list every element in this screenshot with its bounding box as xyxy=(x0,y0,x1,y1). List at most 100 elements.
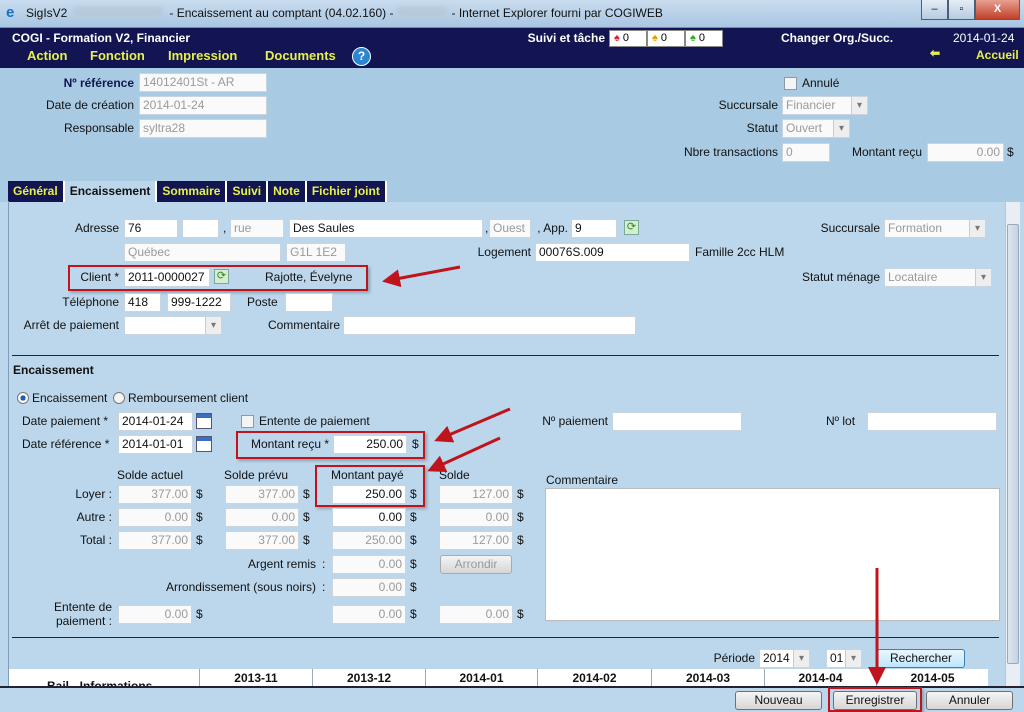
tel-field[interactable]: 999-1222 xyxy=(167,293,231,312)
row-label: Total : xyxy=(79,533,112,547)
city-field: Québec xyxy=(124,243,281,262)
menu-impression[interactable]: Impression xyxy=(168,48,238,63)
poste-field[interactable] xyxy=(285,293,333,312)
bell-icon: ♠ xyxy=(614,32,620,44)
enc-comment-textarea[interactable] xyxy=(545,488,1000,621)
vertical-scrollbar[interactable] xyxy=(1005,202,1020,686)
divider xyxy=(12,355,999,356)
save-button[interactable]: Enregistrer xyxy=(833,691,917,710)
comment-field[interactable] xyxy=(343,316,636,335)
civic-number-field[interactable]: 76 xyxy=(124,219,178,238)
annule-checkbox[interactable] xyxy=(784,77,797,90)
montant-recu-field[interactable]: 250.00 xyxy=(333,435,407,454)
refresh-icon[interactable]: ⟳ xyxy=(624,220,639,235)
calendar-icon[interactable] xyxy=(196,413,212,429)
minimize-button[interactable]: – xyxy=(921,0,948,20)
save-highlight xyxy=(828,687,922,712)
client-highlight xyxy=(68,265,368,291)
comment-label: Commentaire xyxy=(267,318,340,332)
tab-suivi[interactable]: Suivi xyxy=(227,181,269,202)
no-lot-field[interactable] xyxy=(867,412,997,431)
bell-orange[interactable]: ♠ 0 xyxy=(647,30,685,47)
currency: $ xyxy=(410,580,417,594)
currency: $ xyxy=(410,487,417,501)
client-name: Rajotte, Évelyne xyxy=(265,270,353,284)
year-select[interactable]: 2014 xyxy=(759,649,810,668)
amount-field[interactable]: 250.00 xyxy=(332,485,406,504)
amount-field[interactable]: 0.00 xyxy=(332,508,406,527)
civic-suffix-field[interactable] xyxy=(182,219,219,238)
search-button[interactable]: Rechercher xyxy=(877,649,965,668)
restore-button[interactable]: ▫ xyxy=(948,0,975,20)
street-field[interactable]: Des Saules xyxy=(289,219,483,238)
currency: $ xyxy=(410,557,417,571)
tab-encaissement[interactable]: Encaissement xyxy=(64,181,158,202)
menu-fonction[interactable]: Fonction xyxy=(90,48,145,63)
tab-sommaire[interactable]: Sommaire xyxy=(157,181,228,202)
header-date: 2014-01-24 xyxy=(953,31,1015,45)
back-arrow-icon[interactable]: ⬅ xyxy=(930,46,941,60)
client-id-field[interactable]: 2011-0000027 xyxy=(124,268,210,287)
no-pay-field[interactable] xyxy=(612,412,742,431)
cancel-button[interactable]: Annuler xyxy=(926,691,1013,710)
statut-select[interactable]: Ouvert xyxy=(782,119,850,138)
succ2-select[interactable]: Formation xyxy=(884,219,986,238)
logement-type: Famille 2cc HLM xyxy=(695,245,785,259)
arret-select[interactable] xyxy=(124,316,222,335)
arrond-field[interactable]: 0.00 xyxy=(332,578,406,597)
tab-fichier-joint[interactable]: Fichier joint xyxy=(306,181,387,202)
scrollbar-thumb[interactable] xyxy=(1007,224,1019,664)
bell-red[interactable]: ♠ 0 xyxy=(609,30,647,47)
date-ref-field[interactable]: 2014-01-01 xyxy=(118,435,193,454)
currency: $ xyxy=(410,533,417,547)
refresh-icon[interactable]: ⟳ xyxy=(214,269,229,284)
tab-content xyxy=(8,201,1020,687)
created-label: Date de création xyxy=(45,98,134,112)
statut-label: Statut xyxy=(746,121,778,135)
radio-remboursement[interactable] xyxy=(113,392,125,404)
app-field[interactable]: 9 xyxy=(571,219,617,238)
separator: , xyxy=(485,221,489,235)
currency: $ xyxy=(196,510,203,524)
tab-note[interactable]: Note xyxy=(268,181,307,202)
montant-label: Montant reçu xyxy=(851,145,922,159)
resp-label: Responsable xyxy=(63,121,134,135)
entente-row-label: Entente de xyxy=(53,600,112,614)
change-org-link[interactable]: Changer Org./Succ. xyxy=(781,31,894,45)
month-select[interactable]: 01 xyxy=(826,649,862,668)
bell-icon: ♠ xyxy=(652,32,658,44)
ie-logo-icon: e xyxy=(6,4,15,21)
radio-encaissement[interactable] xyxy=(17,392,29,404)
amount-field: 377.00 xyxy=(118,485,192,504)
entente-checkbox[interactable] xyxy=(241,415,254,428)
argent-field[interactable]: 0.00 xyxy=(332,555,406,574)
succ-select[interactable]: Financier xyxy=(782,96,868,115)
arrow-montant-paye xyxy=(427,436,501,472)
home-link[interactable]: Accueil xyxy=(976,48,1019,62)
tab-general[interactable]: Général xyxy=(8,181,65,202)
arrondir-button[interactable]: Arrondir xyxy=(440,555,512,574)
bell-green[interactable]: ♠ 0 xyxy=(685,30,723,47)
direction-field[interactable]: Ouest xyxy=(489,219,531,238)
street-type-field[interactable]: rue xyxy=(230,219,284,238)
org-name: COGI - Formation V2, Financier xyxy=(12,31,191,45)
radio-remboursement-label: Remboursement client xyxy=(128,391,249,405)
tel-area-field[interactable]: 418 xyxy=(124,293,161,312)
montant-field: 0.00 xyxy=(927,143,1004,162)
close-button[interactable]: X xyxy=(975,0,1020,20)
new-button[interactable]: Nouveau xyxy=(735,691,822,710)
amount-field: 377.00 xyxy=(118,531,192,550)
menu-action[interactable]: Action xyxy=(27,48,68,63)
succ2-label: Succursale xyxy=(820,221,880,235)
tel-label: Téléphone xyxy=(62,295,119,309)
statut-menage-select[interactable]: Locataire xyxy=(884,268,992,287)
col-montant-paye: Montant payé xyxy=(331,468,404,482)
help-icon[interactable]: ? xyxy=(352,47,371,66)
logement-field[interactable]: 00076S.009 xyxy=(535,243,690,262)
menu-documents[interactable]: Documents xyxy=(265,48,336,63)
nbre-field: 0 xyxy=(782,143,830,162)
date-pay-field[interactable]: 2014-01-24 xyxy=(118,412,193,431)
currency: $ xyxy=(303,510,310,524)
entente-field: 0.00 xyxy=(118,605,192,624)
calendar-icon[interactable] xyxy=(196,436,212,452)
